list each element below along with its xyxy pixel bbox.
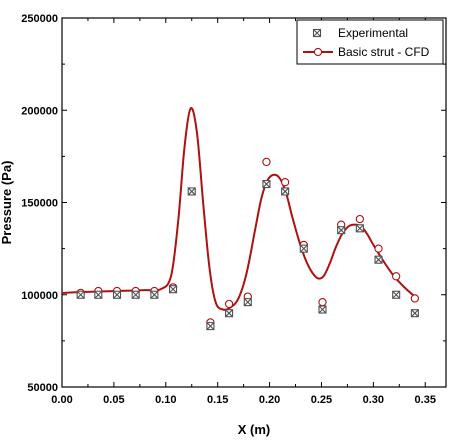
- experimental-point: [187, 187, 196, 196]
- legend-symbol-cfd: [303, 47, 333, 57]
- cfd-point: [374, 244, 383, 253]
- experimental-point: [262, 180, 271, 189]
- x-tick-label: 0.10: [155, 394, 176, 406]
- cfd-point: [318, 297, 327, 307]
- x-tick-label: 0.25: [311, 394, 332, 406]
- y-tick-label: 100000: [21, 290, 58, 302]
- experimental-point: [355, 224, 364, 233]
- legend: Experimental Basic strut - CFD: [296, 19, 444, 65]
- series-layer: [61, 107, 420, 331]
- x-tick-label: 0.20: [259, 394, 280, 406]
- experimental-point: [131, 290, 140, 299]
- experimental-point: [168, 285, 178, 294]
- y-axis-label: Pressure (Pa): [0, 161, 14, 245]
- x-tick-label: 0.30: [363, 394, 384, 406]
- y-tick-label: 150000: [21, 198, 58, 210]
- plot-frame: [61, 17, 447, 388]
- experimental-point: [76, 290, 85, 299]
- experimental-point: [225, 309, 234, 318]
- cfd-point: [224, 299, 234, 309]
- cfd-series-line: [61, 107, 416, 311]
- legend-label-experimental: Experimental: [338, 26, 408, 40]
- experimental-point: [337, 226, 346, 235]
- experimental-point: [281, 187, 290, 196]
- ticks-layer: 0.00 0.05 0.10 0.15 0.20 0.25 0.30 0.35 50000 100…: [21, 13, 446, 406]
- y-tick-label: 200000: [21, 105, 58, 117]
- x-tick-label: 0.00: [51, 394, 72, 406]
- experimental-point: [243, 298, 252, 307]
- x-tick-label: 0.35: [415, 394, 436, 406]
- legend-label-cfd: Basic strut - CFD: [338, 45, 430, 59]
- experimental-point: [392, 290, 401, 299]
- cfd-point: [262, 157, 271, 167]
- x-axis-label: X (m): [238, 422, 271, 437]
- experimental-point: [94, 290, 103, 299]
- cfd-point: [410, 294, 420, 303]
- x-tick-label: 0.15: [207, 394, 228, 406]
- cfd-point: [355, 214, 365, 224]
- experimental-point: [150, 290, 159, 299]
- experimental-point: [299, 244, 308, 253]
- experimental-point: [410, 309, 419, 318]
- x-tick-label: 0.05: [103, 394, 124, 406]
- legend-box: [296, 19, 444, 65]
- cfd-point: [280, 178, 290, 187]
- experimental-point: [374, 255, 383, 264]
- plot-area: [61, 17, 447, 388]
- experimental-point: [206, 322, 215, 331]
- y-tick-label: 50000: [27, 382, 58, 394]
- experimental-point: [112, 290, 122, 299]
- y-tick-label: 250000: [21, 13, 58, 25]
- experimental-point: [318, 305, 327, 314]
- cfd-point: [392, 272, 401, 281]
- legend-symbol-experimental: [312, 28, 322, 38]
